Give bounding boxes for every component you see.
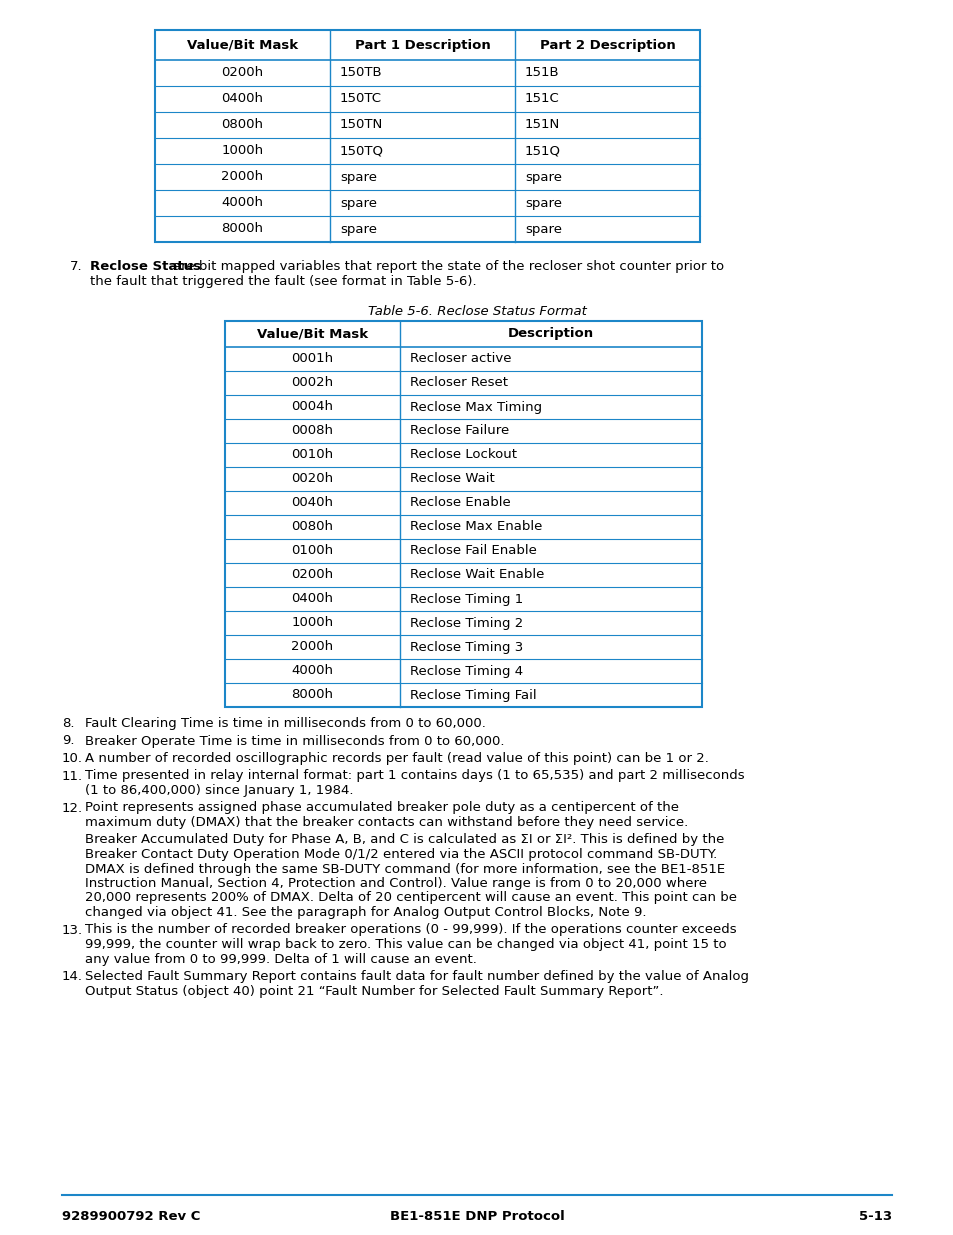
Text: This is the number of recorded breaker operations (0 - 99,999). If the operation: This is the number of recorded breaker o…: [85, 924, 736, 936]
Text: spare: spare: [524, 170, 561, 184]
Text: 2000h: 2000h: [221, 170, 263, 184]
Text: spare: spare: [524, 222, 561, 236]
Text: 0020h: 0020h: [291, 473, 334, 485]
Text: 151C: 151C: [524, 93, 559, 105]
Text: 1000h: 1000h: [291, 616, 334, 630]
Text: 150TC: 150TC: [339, 93, 381, 105]
Text: 2000h: 2000h: [291, 641, 334, 653]
Text: 8.: 8.: [62, 718, 74, 730]
Text: 150TN: 150TN: [339, 119, 383, 131]
Text: 7.: 7.: [70, 261, 83, 273]
Text: spare: spare: [524, 196, 561, 210]
Text: Fault Clearing Time is time in milliseconds from 0 to 60,000.: Fault Clearing Time is time in milliseco…: [85, 718, 485, 730]
Text: Part 1 Description: Part 1 Description: [355, 38, 490, 52]
Text: 0400h: 0400h: [221, 93, 263, 105]
Text: 0002h: 0002h: [291, 377, 334, 389]
Text: Reclose Wait: Reclose Wait: [410, 473, 495, 485]
Text: 5-13: 5-13: [858, 1210, 891, 1223]
Text: maximum duty (DMAX) that the breaker contacts can withstand before they need ser: maximum duty (DMAX) that the breaker con…: [85, 816, 687, 829]
Text: Value/Bit Mask: Value/Bit Mask: [256, 327, 368, 341]
Text: 10.: 10.: [62, 752, 83, 764]
Text: Breaker Contact Duty Operation Mode 0/1/2 entered via the ASCII protocol command: Breaker Contact Duty Operation Mode 0/1/…: [85, 848, 717, 861]
Text: 0400h: 0400h: [292, 593, 334, 605]
Text: Recloser Reset: Recloser Reset: [410, 377, 507, 389]
Text: 9289900792 Rev C: 9289900792 Rev C: [62, 1210, 200, 1223]
Text: Description: Description: [507, 327, 594, 341]
Text: 151Q: 151Q: [524, 144, 560, 158]
Text: 99,999, the counter will wrap back to zero. This value can be changed via object: 99,999, the counter will wrap back to ze…: [85, 939, 726, 951]
Text: BE1-851E DNP Protocol: BE1-851E DNP Protocol: [389, 1210, 564, 1223]
Text: 9.: 9.: [62, 735, 74, 747]
Text: Reclose Fail Enable: Reclose Fail Enable: [410, 545, 537, 557]
Text: Time presented in relay internal format: part 1 contains days (1 to 65,535) and : Time presented in relay internal format:…: [85, 769, 744, 783]
Text: 0040h: 0040h: [292, 496, 334, 510]
Text: 20,000 represents 200% of DMAX. Delta of 20 centipercent will cause an event. Th: 20,000 represents 200% of DMAX. Delta of…: [85, 892, 737, 904]
Text: 0001h: 0001h: [291, 352, 334, 366]
Text: 12.: 12.: [62, 802, 83, 815]
Text: Point represents assigned phase accumulated breaker pole duty as a centipercent : Point represents assigned phase accumula…: [85, 802, 679, 815]
Text: Reclose Max Enable: Reclose Max Enable: [410, 520, 542, 534]
Text: DMAX is defined through the same SB-DUTY command (for more information, see the : DMAX is defined through the same SB-DUTY…: [85, 862, 724, 876]
Text: Part 2 Description: Part 2 Description: [539, 38, 675, 52]
Text: 0080h: 0080h: [292, 520, 334, 534]
Text: Reclose Wait Enable: Reclose Wait Enable: [410, 568, 544, 582]
Text: Reclose Timing 4: Reclose Timing 4: [410, 664, 522, 678]
Text: the fault that triggered the fault (see format in Table 5-6).: the fault that triggered the fault (see …: [90, 274, 476, 288]
Bar: [154, 30, 700, 242]
Text: Reclose Status: Reclose Status: [90, 261, 201, 273]
Text: 0200h: 0200h: [221, 67, 263, 79]
Text: Reclose Failure: Reclose Failure: [410, 425, 509, 437]
Text: spare: spare: [339, 170, 376, 184]
Text: Reclose Enable: Reclose Enable: [410, 496, 510, 510]
Text: 8000h: 8000h: [292, 688, 334, 701]
Text: Recloser active: Recloser active: [410, 352, 511, 366]
Text: 0100h: 0100h: [291, 545, 334, 557]
Text: 151B: 151B: [524, 67, 559, 79]
Text: 1000h: 1000h: [221, 144, 263, 158]
Text: 0008h: 0008h: [292, 425, 334, 437]
Text: 0200h: 0200h: [291, 568, 334, 582]
Text: 4000h: 4000h: [292, 664, 334, 678]
Text: Value/Bit Mask: Value/Bit Mask: [187, 38, 297, 52]
Text: (1 to 86,400,000) since January 1, 1984.: (1 to 86,400,000) since January 1, 1984.: [85, 784, 354, 797]
Text: 0004h: 0004h: [292, 400, 334, 414]
Text: spare: spare: [339, 222, 376, 236]
Text: Output Status (object 40) point 21 “Fault Number for Selected Fault Summary Repo: Output Status (object 40) point 21 “Faul…: [85, 984, 662, 998]
Text: Breaker Accumulated Duty for Phase A, B, and C is calculated as ΣI or ΣI². This : Breaker Accumulated Duty for Phase A, B,…: [85, 834, 723, 846]
Text: Selected Fault Summary Report contains fault data for fault number defined by th: Selected Fault Summary Report contains f…: [85, 969, 748, 983]
Text: A number of recorded oscillographic records per fault (read value of this point): A number of recorded oscillographic reco…: [85, 752, 708, 764]
Text: spare: spare: [339, 196, 376, 210]
Text: Reclose Timing 3: Reclose Timing 3: [410, 641, 522, 653]
Text: 0800h: 0800h: [221, 119, 263, 131]
Text: changed via object 41. See the paragraph for Analog Output Control Blocks, Note : changed via object 41. See the paragraph…: [85, 906, 646, 919]
Text: 150TQ: 150TQ: [339, 144, 384, 158]
Text: 151N: 151N: [524, 119, 559, 131]
Text: Reclose Timing Fail: Reclose Timing Fail: [410, 688, 536, 701]
Text: Reclose Timing 1: Reclose Timing 1: [410, 593, 522, 605]
Text: 0010h: 0010h: [291, 448, 334, 462]
Text: any value from 0 to 99,999. Delta of 1 will cause an event.: any value from 0 to 99,999. Delta of 1 w…: [85, 952, 477, 966]
Text: Instruction Manual, Section 4, Protection and Control). Value range is from 0 to: Instruction Manual, Section 4, Protectio…: [85, 877, 706, 890]
Text: Breaker Operate Time is time in milliseconds from 0 to 60,000.: Breaker Operate Time is time in millisec…: [85, 735, 504, 747]
Text: 14.: 14.: [62, 969, 83, 983]
Text: are bit mapped variables that report the state of the recloser shot counter prio: are bit mapped variables that report the…: [172, 261, 723, 273]
Text: Table 5-6. Reclose Status Format: Table 5-6. Reclose Status Format: [367, 305, 586, 317]
Text: 13.: 13.: [62, 924, 83, 936]
Text: 11.: 11.: [62, 769, 83, 783]
Text: 4000h: 4000h: [221, 196, 263, 210]
Text: Reclose Lockout: Reclose Lockout: [410, 448, 517, 462]
Text: 150TB: 150TB: [339, 67, 382, 79]
Text: Reclose Max Timing: Reclose Max Timing: [410, 400, 541, 414]
Bar: [225, 321, 701, 706]
Text: 8000h: 8000h: [221, 222, 263, 236]
Text: Reclose Timing 2: Reclose Timing 2: [410, 616, 522, 630]
